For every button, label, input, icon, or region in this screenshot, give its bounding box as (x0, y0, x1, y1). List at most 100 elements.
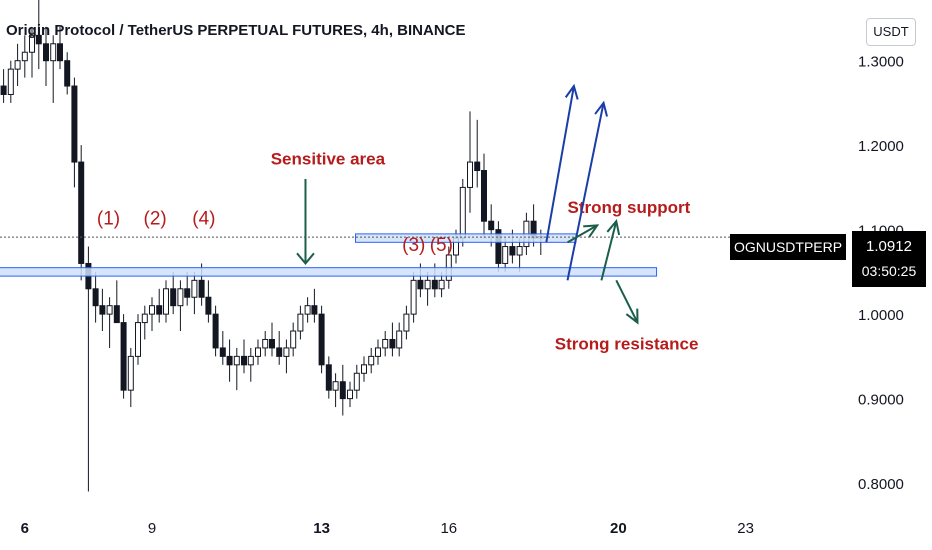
last-price-tag: 1.0912 03:50:25 (852, 231, 926, 287)
candle (21, 35, 28, 78)
candle-body (43, 43, 49, 62)
blue-arrow-lower-head (594, 100, 608, 117)
wave-label-2: (2) (144, 209, 167, 230)
zone-upper-zone (355, 233, 577, 243)
candle (311, 288, 318, 323)
candle (127, 347, 134, 408)
sensitive-arrow-head (296, 252, 315, 266)
candle (347, 381, 354, 408)
wave-label-3: (3) (402, 235, 425, 256)
candle (396, 322, 403, 357)
candle (50, 35, 57, 103)
candle-body (396, 330, 403, 349)
candle (318, 305, 325, 374)
candle-body (304, 305, 311, 315)
candle (410, 271, 417, 323)
candle-body (78, 161, 85, 264)
candle-body (191, 279, 198, 298)
candle-body (509, 246, 516, 256)
candle-body (14, 60, 21, 70)
y-tick-label: 0.9000 (858, 392, 904, 409)
candle-body (276, 347, 283, 357)
candle (120, 314, 127, 399)
candle (255, 339, 261, 365)
candle-body (212, 313, 219, 349)
candle (368, 347, 375, 374)
y-tick-label: 0.8000 (858, 476, 904, 493)
candle-body (290, 330, 297, 349)
candle-body (35, 34, 42, 45)
candle-body (113, 305, 120, 324)
candle (71, 77, 78, 188)
candle-body (374, 347, 381, 357)
candle (35, 0, 42, 70)
candles-layer (0, 0, 544, 492)
zone-resistance-turned-support (0, 267, 658, 277)
candle-body (403, 313, 410, 332)
candle (78, 145, 85, 281)
candle (219, 331, 226, 365)
currency-button[interactable]: USDT (866, 18, 916, 46)
candle (177, 280, 184, 332)
candle (156, 288, 163, 323)
zones-layer (0, 233, 658, 277)
candle-body (149, 305, 155, 315)
candle (480, 153, 487, 239)
candle-body (332, 381, 339, 391)
x-axis: 6 9 13 16 20 23 (21, 520, 754, 537)
candle (283, 339, 290, 374)
candle (262, 331, 269, 357)
x-tick-label: 20 (610, 520, 627, 537)
candle-body (389, 338, 396, 349)
candle-body (474, 161, 481, 172)
candle-body (205, 296, 212, 315)
candle (389, 322, 396, 357)
candle (276, 331, 283, 365)
candle-body (21, 51, 28, 62)
candle (162, 280, 169, 323)
candle (233, 347, 240, 391)
candle (474, 119, 481, 188)
candle-body (262, 338, 269, 349)
candle (361, 356, 367, 382)
candle-body (226, 355, 233, 366)
candle-body (29, 34, 36, 53)
candle (191, 271, 198, 315)
green-arrow-up-shaft (600, 220, 618, 281)
candle-body (467, 161, 473, 188)
candle-body (368, 355, 375, 366)
candle (516, 238, 523, 272)
candle-body (162, 288, 169, 315)
candle (92, 271, 99, 323)
candle (64, 52, 71, 95)
candle-body (339, 381, 346, 400)
drawings-layer: (1) (2) (4) (3) (5) Sensitive area Strong supp… (97, 83, 698, 354)
candle (212, 305, 219, 357)
candle (135, 314, 142, 365)
candle-body (311, 305, 318, 315)
candle-body (135, 322, 142, 357)
candle-body (99, 305, 106, 315)
candle-body (141, 313, 148, 324)
x-tick-label: 9 (148, 520, 156, 537)
candle-body (495, 229, 502, 264)
candle-body (120, 322, 127, 391)
candle-body (156, 305, 163, 315)
candle-body (325, 364, 332, 391)
candle (268, 322, 275, 357)
x-tick-label: 23 (737, 520, 754, 537)
candle-body (127, 355, 134, 391)
candle (382, 331, 389, 357)
candle-body (361, 364, 367, 374)
candle (374, 339, 381, 365)
green-arrow-down-head (625, 308, 639, 325)
candle (502, 238, 509, 272)
candle (325, 356, 332, 399)
candle-body (71, 85, 78, 163)
candle (43, 26, 49, 87)
candle (226, 339, 233, 382)
candle (99, 288, 106, 332)
x-tick-label: 13 (313, 520, 330, 537)
candle-body (438, 279, 445, 290)
green-arrow-short-shaft (567, 224, 598, 244)
